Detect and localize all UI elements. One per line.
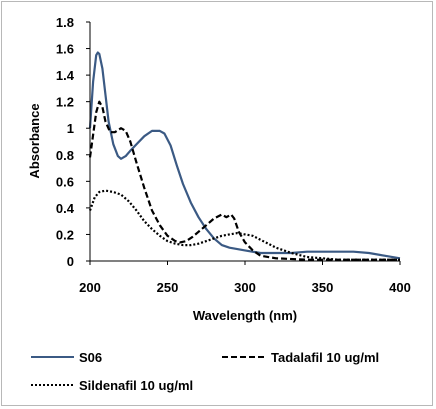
x-tick-labels: 200 250 300 350 400 <box>79 261 411 295</box>
y-tick-label: 0.6 <box>56 174 74 189</box>
series-line-sildenafil <box>88 189 400 261</box>
y-tick-label: 1.4 <box>56 68 75 83</box>
y-tick-label: 1.6 <box>56 42 74 57</box>
legend: S06 Tadalafil 10 ug/ml Sildenafil 10 ug/… <box>31 350 379 393</box>
y-tick-labels: 0 0.2 0.4 0.6 0.8 1 1.2 1.4 1.6 1.8 <box>56 15 90 269</box>
legend-item-sildenafil: Sildenafil 10 ug/ml <box>31 378 193 393</box>
x-tick-label: 200 <box>79 280 101 295</box>
series-line-s06 <box>88 51 401 260</box>
legend-label-s06: S06 <box>79 350 102 365</box>
x-tick-label: 400 <box>389 280 411 295</box>
x-tick-label: 350 <box>312 280 334 295</box>
x-tick-label: 300 <box>234 280 256 295</box>
y-tick-label: 0.8 <box>56 148 74 163</box>
x-tick-label: 250 <box>157 280 179 295</box>
y-tick-label: 1 <box>67 121 74 136</box>
y-tick-label: 0.2 <box>56 227 74 242</box>
legend-label-tadalafil: Tadalafil 10 ug/ml <box>271 350 379 365</box>
axes <box>89 22 400 262</box>
y-tick-label: 1.2 <box>56 95 74 110</box>
legend-item-s06: S06 <box>31 350 102 365</box>
y-tick-label: 0.4 <box>56 201 75 216</box>
plot-lines <box>88 51 401 261</box>
x-axis-title: Wavelength (nm) <box>193 308 297 323</box>
legend-label-sildenafil: Sildenafil 10 ug/ml <box>79 378 193 393</box>
y-axis-title: Absorbance <box>27 103 42 178</box>
y-tick-label: 0 <box>67 254 74 269</box>
y-tick-label: 1.8 <box>56 15 74 30</box>
legend-item-tadalafil: Tadalafil 10 ug/ml <box>222 350 379 365</box>
series-line-tadalafil <box>88 100 400 261</box>
